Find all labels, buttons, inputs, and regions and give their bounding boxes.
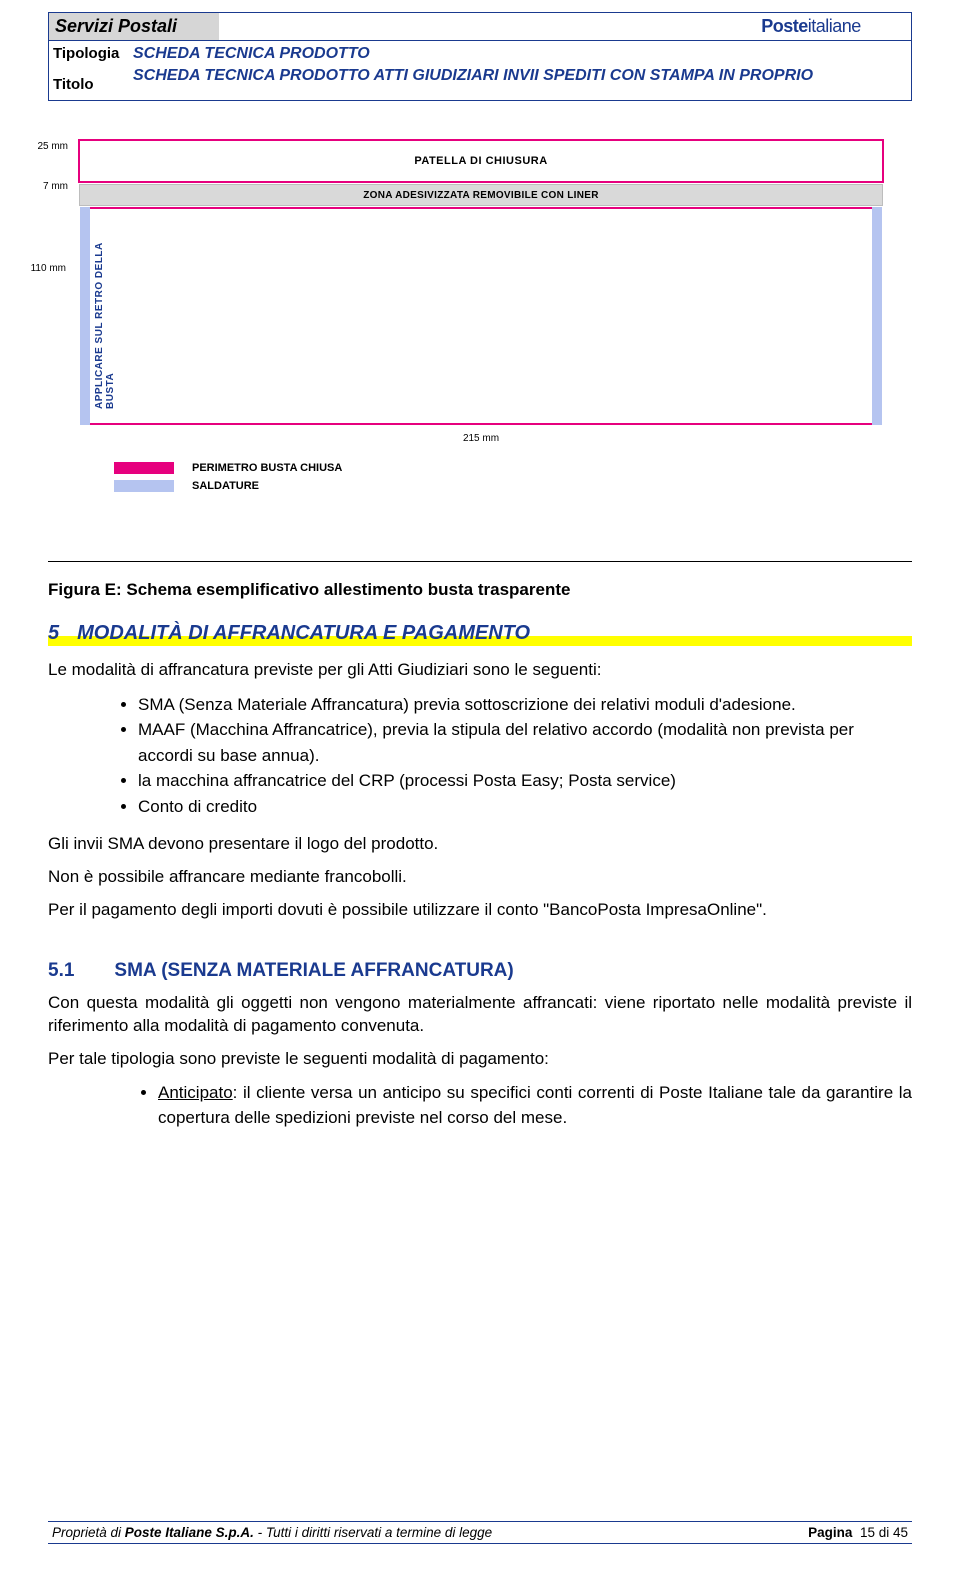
section-5-heading: 5 MODALITÀ DI AFFRANCATURA E PAGAMENTO bbox=[48, 622, 912, 645]
footer-left-bold: Poste Italiane S.p.A. bbox=[125, 1525, 254, 1540]
list-item: Conto di credito bbox=[138, 794, 912, 820]
list-item: la macchina affrancatrice del CRP (proce… bbox=[138, 768, 912, 794]
dim-110mm: 110 mm bbox=[20, 263, 66, 274]
section-5-1-heading: 5.1 SMA (SENZA MATERIALE AFFRANCATURA) bbox=[48, 960, 912, 982]
figure-caption: Figura E: Schema esemplificativo allesti… bbox=[48, 580, 912, 600]
dim-215mm: 215 mm bbox=[80, 433, 882, 444]
anticipato-label: Anticipato bbox=[158, 1083, 233, 1102]
tipologia-value: SCHEDA TECNICA PRODOTTO bbox=[133, 43, 907, 65]
footer-left-pre: Proprietà di bbox=[52, 1525, 125, 1540]
legend-perimetro: PERIMETRO BUSTA CHIUSA bbox=[58, 459, 902, 477]
divider bbox=[48, 561, 912, 562]
logo-posteitaliane: Posteitaliane bbox=[711, 13, 911, 40]
tipologia-label: Tipologia bbox=[53, 43, 133, 66]
header-service: Servizi Postali bbox=[49, 13, 219, 40]
titolo-label: Titolo bbox=[53, 74, 133, 97]
section-5-p2: Non è possibile affrancare mediante fran… bbox=[48, 866, 912, 889]
anticipato-text: : il cliente versa un anticipo su specif… bbox=[158, 1083, 912, 1127]
page-number: 15 di 45 bbox=[860, 1525, 908, 1540]
section-5-intro: Le modalità di affrancatura previste per… bbox=[48, 659, 912, 682]
footer-left-post: - Tutti i diritti riservati a termine di… bbox=[254, 1525, 492, 1540]
list-item: MAAF (Macchina Affrancatrice), previa la… bbox=[138, 717, 912, 768]
section-5-1-p1: Con questa modalità gli oggetti non veng… bbox=[48, 992, 912, 1038]
legend-saldature: SALDATURE bbox=[58, 477, 902, 495]
saldature-right bbox=[872, 207, 882, 425]
section-5-1-p2: Per tale tipologia sono previste le segu… bbox=[48, 1048, 912, 1071]
dim-7mm: 7 mm bbox=[28, 181, 68, 192]
section-5-title: MODALITÀ DI AFFRANCATURA E PAGAMENTO bbox=[77, 622, 530, 645]
section-5-p1: Gli invii SMA devono presentare il logo … bbox=[48, 833, 912, 856]
section-5-1-title: SMA (SENZA MATERIALE AFFRANCATURA) bbox=[114, 960, 513, 982]
section-5-1-bullets: Anticipato: il cliente versa un anticipo… bbox=[158, 1081, 912, 1130]
header-box: Servizi Postali Posteitaliane Tipologia … bbox=[48, 12, 912, 101]
section-5-num: 5 bbox=[48, 622, 59, 645]
zona-adesiva: ZONA ADESIVIZZATA REMOVIBILE CON LINER bbox=[80, 185, 882, 205]
list-item: Anticipato: il cliente versa un anticipo… bbox=[158, 1081, 912, 1130]
patella-box: PATELLA DI CHIUSURA bbox=[80, 141, 882, 181]
section-5-p3: Per il pagamento degli importi dovuti è … bbox=[48, 899, 912, 922]
page-footer: Proprietà di Poste Italiane S.p.A. - Tut… bbox=[48, 1521, 912, 1544]
titolo-value: SCHEDA TECNICA PRODOTTO ATTI GIUDIZIARI … bbox=[133, 65, 907, 87]
section-5-bullets: SMA (Senza Materiale Affrancatura) previ… bbox=[138, 692, 912, 820]
saldature-left bbox=[80, 207, 90, 425]
dim-25mm: 25 mm bbox=[28, 141, 68, 152]
envelope-diagram: 25 mm 7 mm 110 mm PATELLA DI CHIUSURA ZO… bbox=[48, 141, 912, 501]
section-5-1-num: 5.1 bbox=[48, 960, 74, 982]
list-item: SMA (Senza Materiale Affrancatura) previ… bbox=[138, 692, 912, 718]
pagina-label: Pagina bbox=[808, 1525, 852, 1540]
retro-label: APPLICARE SUL RETRO DELLA BUSTA bbox=[98, 239, 112, 409]
busta-box bbox=[80, 207, 882, 425]
